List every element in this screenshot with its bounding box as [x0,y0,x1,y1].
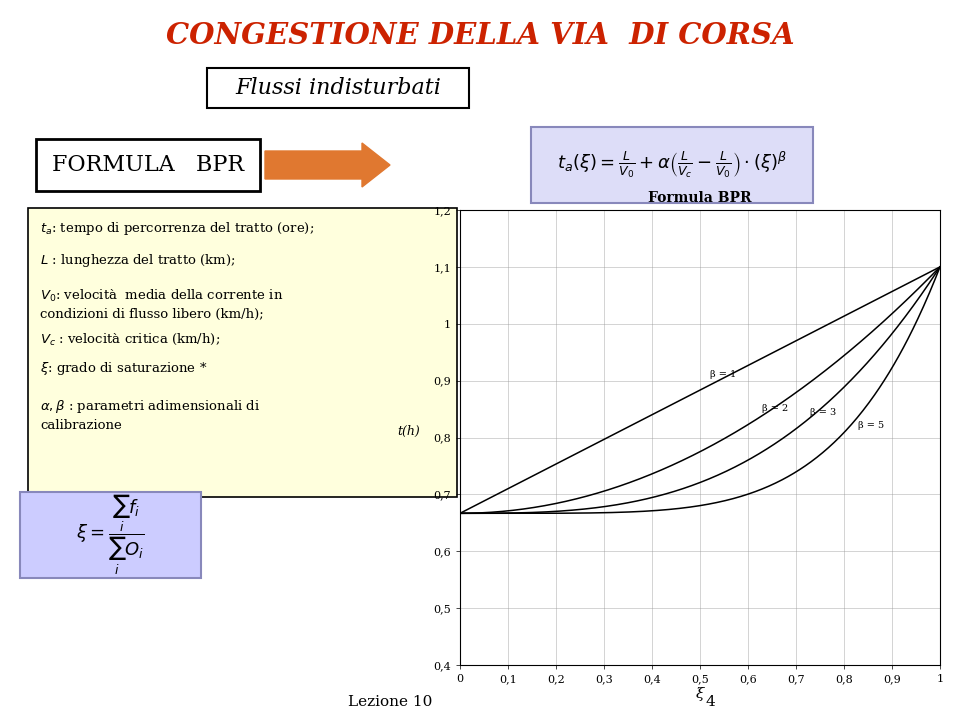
Text: CONGESTIONE DELLA VIA  DI CORSA: CONGESTIONE DELLA VIA DI CORSA [166,20,794,50]
Text: $\alpha, \beta$ : parametri adimensionali di
calibrazione: $\alpha, \beta$ : parametri adimensional… [40,398,260,432]
Text: $V_c$ : velocità critica (km/h);: $V_c$ : velocità critica (km/h); [40,332,220,347]
Text: $V_0$: velocità  media della corrente in
condizioni di flusso libero (km/h);: $V_0$: velocità media della corrente in … [40,288,283,321]
Text: β = 1: β = 1 [709,369,736,379]
Text: $\xi$: grado di saturazione *: $\xi$: grado di saturazione * [40,360,207,377]
Title: Formula BPR: Formula BPR [648,191,752,204]
FancyBboxPatch shape [28,208,457,497]
Text: 4: 4 [706,695,715,709]
Text: $\xi = \dfrac{\sum_i f_i}{\sum_{i} O_i}$: $\xi = \dfrac{\sum_i f_i}{\sum_{i} O_i}$ [76,493,144,577]
Y-axis label: t(h): t(h) [396,425,420,438]
X-axis label: ξ: ξ [696,687,705,701]
Text: β = 5: β = 5 [858,420,884,430]
FancyBboxPatch shape [36,139,260,191]
FancyBboxPatch shape [531,127,813,203]
Text: β = 2: β = 2 [762,404,789,413]
Text: β = 3: β = 3 [810,408,837,417]
FancyBboxPatch shape [19,492,201,578]
Text: Flussi indisturbati: Flussi indisturbati [235,77,441,99]
Polygon shape [265,143,390,187]
Text: $t_a$: tempo di percorrenza del tratto (ore);: $t_a$: tempo di percorrenza del tratto (… [40,220,314,237]
Text: $L$ : lunghezza del tratto (km);: $L$ : lunghezza del tratto (km); [40,252,236,269]
Text: FORMULA   BPR: FORMULA BPR [52,154,244,176]
Text: $t_a(\xi)=\frac{L}{V_0}+\alpha\left(\frac{L}{V_c}-\frac{L}{V_0}\right)\cdot(\xi): $t_a(\xi)=\frac{L}{V_0}+\alpha\left(\fra… [557,150,787,180]
FancyBboxPatch shape [207,68,469,108]
Text: Lezione 10: Lezione 10 [348,695,432,709]
